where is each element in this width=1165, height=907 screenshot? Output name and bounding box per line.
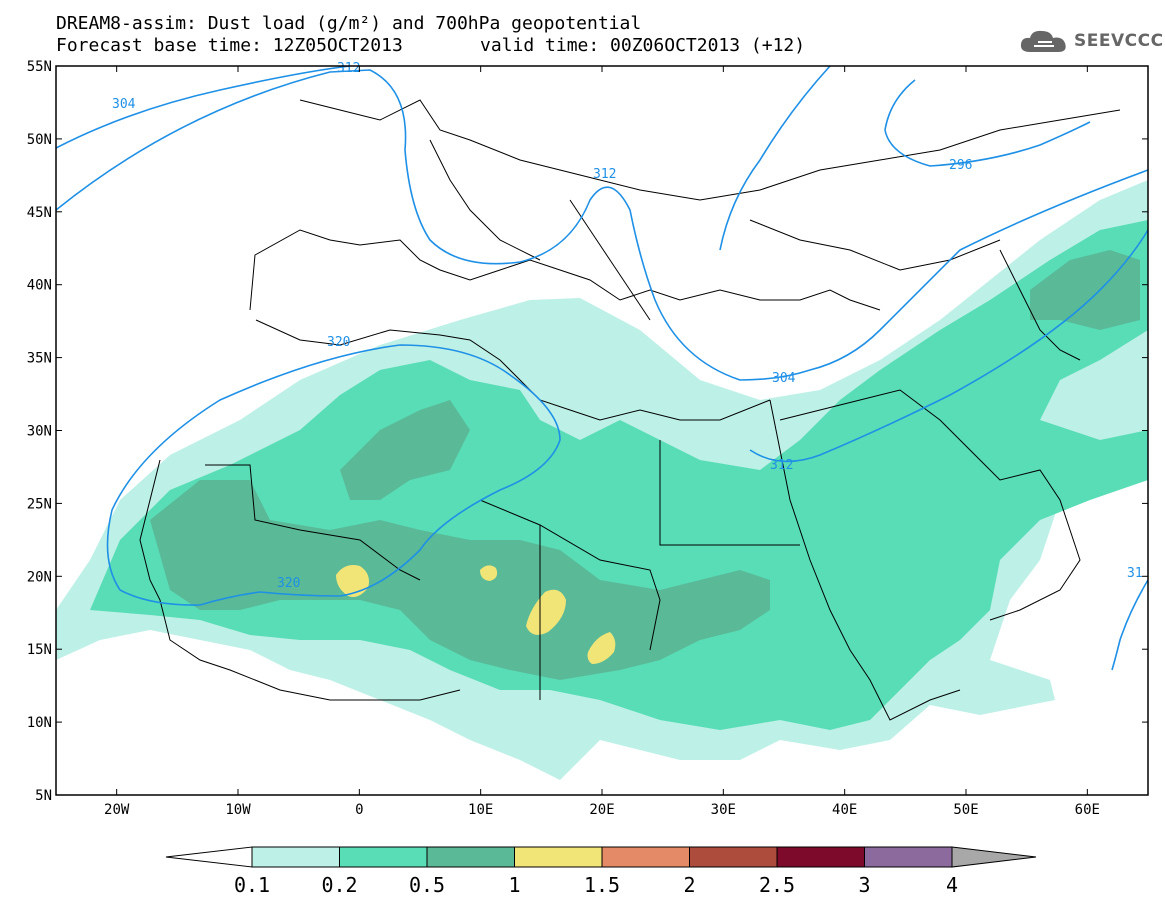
logo-text: SEEVCCC <box>1074 31 1164 51</box>
colorbar-label: 0.2 <box>321 873 357 897</box>
lat-label: 25N <box>27 496 52 512</box>
lon-label: 20E <box>589 802 614 818</box>
lon-label: 50E <box>953 802 978 818</box>
contour-304-east <box>884 79 916 131</box>
colorbar-label: 1 <box>508 873 520 897</box>
dust-area-0.2 <box>90 220 1148 730</box>
lon-label: 20W <box>104 802 130 818</box>
latitude-axis: 55N 50N 45N 40N 35N 30N 25N 20N 15N 10N 5N <box>27 59 1148 804</box>
chart-title: DREAM8-assim: Dust load (g/m²) and 700hP… <box>56 13 642 34</box>
colorbar-label: 1.5 <box>584 873 620 897</box>
contour-31-east <box>1111 579 1148 671</box>
dust-area-1-d <box>587 632 616 664</box>
lon-label: 10W <box>225 802 251 818</box>
contour-label: 312 <box>337 61 360 76</box>
lon-label: 30E <box>711 802 736 818</box>
contour-304-west <box>56 66 351 149</box>
colorbar-box <box>601 846 690 868</box>
colorbar-box <box>689 846 778 868</box>
lon-label: 10E <box>468 802 493 818</box>
lon-label: 60E <box>1075 802 1100 818</box>
colorbar-label: 0.5 <box>409 873 445 897</box>
geopotential-contours <box>56 66 1148 671</box>
colorbar-label: 2 <box>683 873 695 897</box>
lon-label: 0 <box>355 802 363 818</box>
lat-label: 15N <box>27 642 52 658</box>
contour-320 <box>106 344 561 606</box>
colorbar-arrow-low <box>165 846 253 868</box>
colorbar: 0.1 0.2 0.5 1 1.5 2 2.5 3 4 <box>165 846 1037 897</box>
contour-304-mid <box>719 66 831 251</box>
contour-label: 312 <box>770 458 793 473</box>
lat-label: 55N <box>27 59 52 75</box>
lat-label: 30N <box>27 424 52 440</box>
coastlines <box>139 99 1121 721</box>
valid-time-label: valid time: 00Z06OCT2013 (+12) <box>480 35 806 56</box>
dust-area-1-a <box>336 565 369 597</box>
dust-area-0.5-north <box>340 400 470 500</box>
contour-label: 31 <box>1127 566 1143 581</box>
contour-label: 312 <box>593 167 616 182</box>
contour-label: 296 <box>949 158 972 173</box>
contour-312-north <box>56 69 1148 381</box>
dust-field <box>56 180 1148 780</box>
colorbar-label: 3 <box>858 873 870 897</box>
dust-area-1-c <box>526 589 566 635</box>
lat-label: 45N <box>27 205 52 221</box>
colorbar-box <box>251 846 340 868</box>
contour-296 <box>884 121 1091 167</box>
lat-label: 20N <box>27 569 52 585</box>
cloud-icon <box>1020 30 1066 52</box>
lat-label: 50N <box>27 132 52 148</box>
lat-label: 35N <box>27 351 52 367</box>
longitude-axis: 20W 10W 0 10E 20E 30E 40E 50E 60E <box>104 66 1100 818</box>
dust-area-1-b <box>480 565 498 581</box>
contour-label: 320 <box>327 335 350 350</box>
colorbar-box <box>864 846 953 868</box>
lat-label: 40N <box>27 278 52 294</box>
dust-area-0.5-ne <box>1030 250 1140 330</box>
lon-label: 40E <box>832 802 857 818</box>
dust-area-0.5 <box>150 480 770 680</box>
lat-label: 10N <box>27 715 52 731</box>
colorbar-label: 2.5 <box>759 873 795 897</box>
colorbar-box <box>514 846 603 868</box>
colorbar-box <box>339 846 428 868</box>
colorbar-arrow-high <box>951 846 1037 868</box>
lat-label: 5N <box>35 788 52 804</box>
contour-label: 304 <box>772 371 796 386</box>
colorbar-box <box>776 846 865 868</box>
colorbar-label: 0.1 <box>234 873 270 897</box>
colorbar-label: 4 <box>946 873 958 897</box>
seevccc-logo: SEEVCCC <box>1018 24 1164 58</box>
contour-312-south <box>749 229 1148 463</box>
contour-label: 304 <box>112 97 136 112</box>
colorbar-box <box>426 846 515 868</box>
base-time-label: Forecast base time: 12Z05OCT2013 <box>56 35 403 56</box>
contour-label: 320 <box>277 576 300 591</box>
contour-labels: 304 312 312 296 320 320 304 312 31 <box>112 61 1143 591</box>
